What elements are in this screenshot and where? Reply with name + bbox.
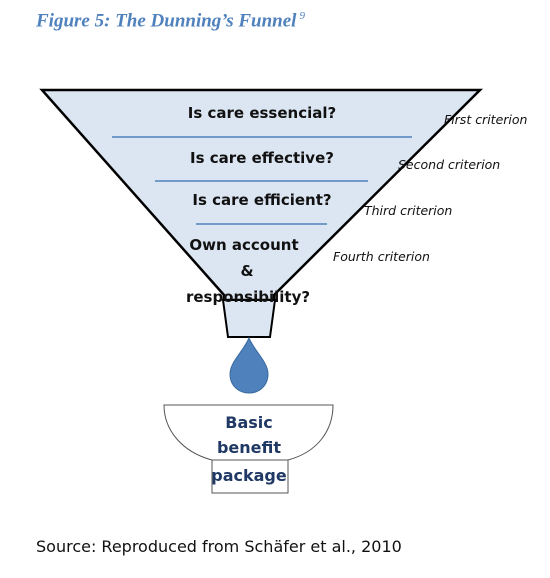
title-footnote: 9 bbox=[299, 10, 305, 22]
level-4-question-line-1: Own account bbox=[189, 236, 299, 254]
bowl-line-3: package bbox=[211, 466, 287, 485]
funnel-spout bbox=[221, 299, 277, 338]
bowl-line-2: benefit bbox=[216, 438, 282, 457]
criterion-label-2: Second criterion bbox=[398, 157, 501, 172]
figure-title: Figure 5: The Dunning’s Funnel 9 bbox=[36, 10, 305, 32]
level-3-question: Is care efficient? bbox=[192, 191, 332, 209]
criterion-label-3: Third criterion bbox=[364, 203, 453, 218]
source-caption: Source: Reproduced from Schäfer et al., … bbox=[36, 537, 402, 556]
criterion-label-1: First criterion bbox=[444, 112, 528, 127]
water-drop bbox=[229, 336, 269, 394]
bowl bbox=[163, 404, 334, 494]
level-1-question: Is care essencial? bbox=[187, 104, 337, 122]
level-2-question: Is care effective? bbox=[190, 149, 334, 167]
bowl-line-1: Basic bbox=[225, 413, 273, 432]
criterion-label-4: Fourth criterion bbox=[333, 249, 430, 264]
level-4-question-line-2: & bbox=[240, 262, 254, 280]
level-4-question-line-3: responsibility? bbox=[185, 288, 311, 306]
